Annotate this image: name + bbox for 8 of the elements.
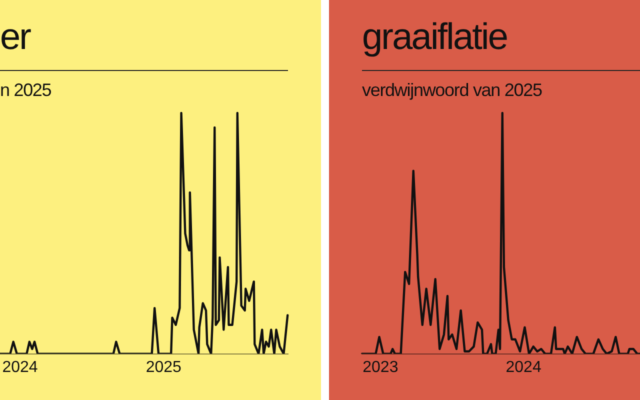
chart-title: graaiflatie	[362, 16, 508, 56]
chart-title: er	[0, 16, 30, 56]
x-tick-label: 2024	[2, 358, 38, 376]
x-tick-label: 2025	[146, 358, 182, 376]
x-tick-label: 2023	[362, 358, 398, 376]
x-tick-label: 2024	[506, 358, 542, 376]
chart-subtitle: verdwijnwoord van 2025	[362, 80, 542, 100]
chart-subtitle: n 2025	[0, 80, 52, 100]
